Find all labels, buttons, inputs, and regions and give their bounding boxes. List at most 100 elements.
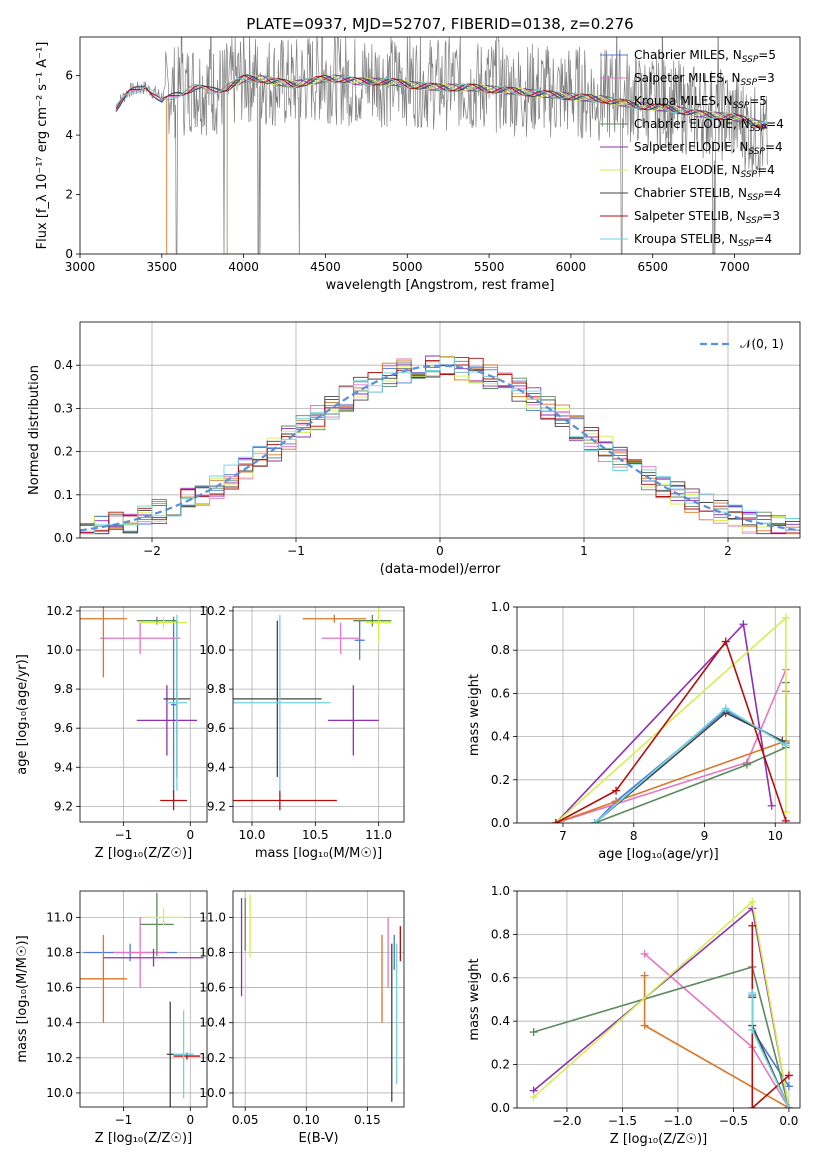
weight_vs_age-line-salpeter_miles [555,669,787,823]
age_vs_mass-ytick-label: 10.0 [199,643,226,657]
spectrum-ytick-label: 4 [65,128,73,142]
age_vs_mass-panel: 10.0 10.5 11.0 9.2 9.4 9.6 9.8 10.0 10.2 mass [lo… [199,604,405,861]
weight_vs_age-line-kroupa_stelib [594,707,787,823]
weight_vs_Z-ytick-label: 0.8 [491,927,510,941]
spectrum-legend-item: Chabrier ELODIE, NSSP=4 [600,117,784,134]
mass_vs_Z-ylabel: mass [log₁₀(M/M☉)] [15,935,30,1062]
mass_vs_ebv-panel: 0.05 0.10 0.15 10.0 10.2 10.4 10.6 10.8 11.0 E(B-… [199,890,405,1146]
spectrum-model-line-salpeter_stelib [115,74,768,128]
weight_vs_age-ytick-label: 0.2 [491,773,510,787]
mass_vs_Z-ytick-label: 10.0 [46,1086,73,1100]
weight_vs_age-marker-kroupa_elodie [781,613,790,622]
weight_vs_age-marker-salpeter_stelib [612,786,621,795]
spectrum-model-line-kroupa_stelib [115,75,768,126]
weight_vs_Z-ytick-label: 1.0 [491,884,510,898]
residuals-plot-area [80,322,800,538]
weight_vs_age-ytick-label: 1.0 [491,600,510,614]
weight_vs_Z-line-kroupa_elodie [533,900,790,1108]
spectrum-ytick-label: 6 [65,69,73,83]
weight_vs_Z-ytick-label: 0.2 [491,1058,510,1072]
residuals-frame [79,321,801,539]
spectrum-ytick-label: 2 [65,188,73,202]
mass_vs_ebv-ytick-label: 10.0 [199,1086,226,1100]
age_vs_Z-plot-area [80,607,207,822]
mass_vs_Z-plot-area [80,891,207,1107]
weight_vs_age-ytick-label: 0.6 [491,686,510,700]
weight_vs_Z-ytick-label: 0.4 [491,1014,510,1028]
weight_vs_Z-ylabel: mass weight [467,958,482,1040]
mass_vs_Z-panel: −1 0 10.0 10.2 10.4 10.6 10.8 11.0 Z [log₁₀(Z/Z☉… [15,890,208,1146]
spectrum-plot-area [115,37,768,254]
weight_vs_Z-line-salpeter_stelib [751,925,790,1108]
mass_vs_Z-ytick-label: 10.4 [46,1016,73,1030]
age_vs_mass-frame [232,606,405,823]
legend-label-chabrier_stelib: Chabrier STELIB, NSSP=4 [634,186,781,203]
weight_vs_Z-marker-salpeter_stelib [748,921,757,930]
age_vs_Z-xlabel: Z [log₁₀(Z/Z☉)] [95,846,192,861]
legend-label-normal: 𝒩(0, 1) [740,337,784,351]
spectrum-legend-item: Salpeter STELIB, NSSP=3 [600,209,780,226]
weight_vs_Z-line-kroupa_miles [643,975,790,1108]
weight_vs_Z-xtick-label: −0.5 [719,1114,748,1128]
mass_vs_Z-xtick-label: 0 [186,1113,194,1127]
spectrum-data-line [115,37,768,254]
weight_vs_age-marker-kroupa_stelib [590,819,599,823]
residuals-ylabel: Normed distribution [27,365,42,495]
residuals-xtick-label: −2 [143,544,161,558]
mass_vs_Z-ytick-label: 10.6 [46,981,73,995]
weight_vs_Z-line-salpeter_elodie [533,906,790,1108]
weight_vs_age-marker-salpeter_elodie [767,801,776,810]
weight_vs_Z-xlabel: Z [log₁₀(Z/Z☉)] [610,1132,707,1147]
age_vs_Z-ytick-label: 9.2 [54,799,73,813]
weight_vs_age-xtick-label: 10 [768,829,783,843]
age_vs_mass-xtick-label: 11.0 [365,828,392,842]
weight_vs_age-marker-salpeter_stelib [551,819,560,823]
spectrum-model-line-salpeter_elodie [226,74,768,254]
weight_vs_Z-marker-chabrier_miles [784,1082,793,1091]
figure-title: PLATE=0937, MJD=52707, FIBERID=0138, z=0… [246,15,633,33]
legend-label-chabrier_elodie: Chabrier ELODIE, NSSP=4 [634,117,784,134]
weight_vs_Z-marker-kroupa_elodie [748,897,757,906]
mass_vs_Z-ytick-label: 10.2 [46,1051,73,1065]
spectrum-xtick-label: 7000 [719,260,750,274]
spectrum-frame [79,36,801,255]
spectrum-model-line-chabrier_elodie [226,74,768,254]
weight_vs_Z-plot-area [517,891,800,1108]
weight_vs_age-xtick-label: 8 [630,829,638,843]
weight_vs_age-xlabel: age [log₁₀(age/yr)] [598,847,719,862]
legend-label-kroupa_stelib: Kroupa STELIB, NSSP=4 [634,232,772,249]
weight_vs_age-panel: 7 8 9 10 0.0 0.2 0.4 0.6 0.8 1.0 age [log₁₀(age/yr… [467,600,801,862]
age_vs_Z-ytick-label: 10.0 [46,643,73,657]
weight_vs_Z-xtick-label: −1.5 [608,1114,637,1128]
age_vs_Z-ytick-label: 9.4 [54,760,73,774]
mass_vs_ebv-xtick-label: 0.05 [232,1113,259,1127]
mass_vs_ebv-frame [232,890,405,1108]
age_vs_mass-xlabel: mass [log₁₀(M/M☉)] [255,846,382,861]
legend-label-chabrier_miles: Chabrier MILES, NSSP=5 [634,48,776,65]
residuals-xtick-label: 2 [724,544,732,558]
weight_vs_age-plot-area [517,607,800,823]
weight_vs_age-line-chabrier_stelib [594,711,783,823]
weight_vs_Z-frame [516,890,801,1109]
residual-histogram-kroupa_stelib [80,356,800,535]
age_vs_mass-xtick-label: 10.5 [302,828,329,842]
spectrum-legend-item: Chabrier STELIB, NSSP=4 [600,186,781,203]
residuals-ytick-label: 0.3 [54,401,73,415]
spectrum-xtick-label: 3000 [65,260,96,274]
residuals-ytick-label: 0.2 [54,445,73,459]
mass_vs_ebv-ytick-label: 10.6 [199,981,226,995]
spectrum-model-line-kroupa_elodie [226,74,768,254]
spectrum-xtick-label: 4000 [228,260,259,274]
spectrum-xtick-label: 3500 [147,260,178,274]
age_vs_Z-xtick-label: 0 [186,828,194,842]
age_vs_Z-ytick-label: 9.8 [54,682,73,696]
legend-label-salpeter_stelib: Salpeter STELIB, NSSP=3 [634,209,780,226]
residuals-ytick-label: 0.4 [54,358,73,372]
weight_vs_Z-marker-kroupa_miles [640,1021,649,1030]
weight_vs_Z-xtick-label: −2.0 [552,1114,581,1128]
legend-label-salpeter_elodie: Salpeter ELODIE, NSSP=4 [634,140,783,157]
age_vs_Z-ytick-label: 9.6 [54,721,73,735]
weight_vs_age-ylabel: mass weight [467,674,482,756]
